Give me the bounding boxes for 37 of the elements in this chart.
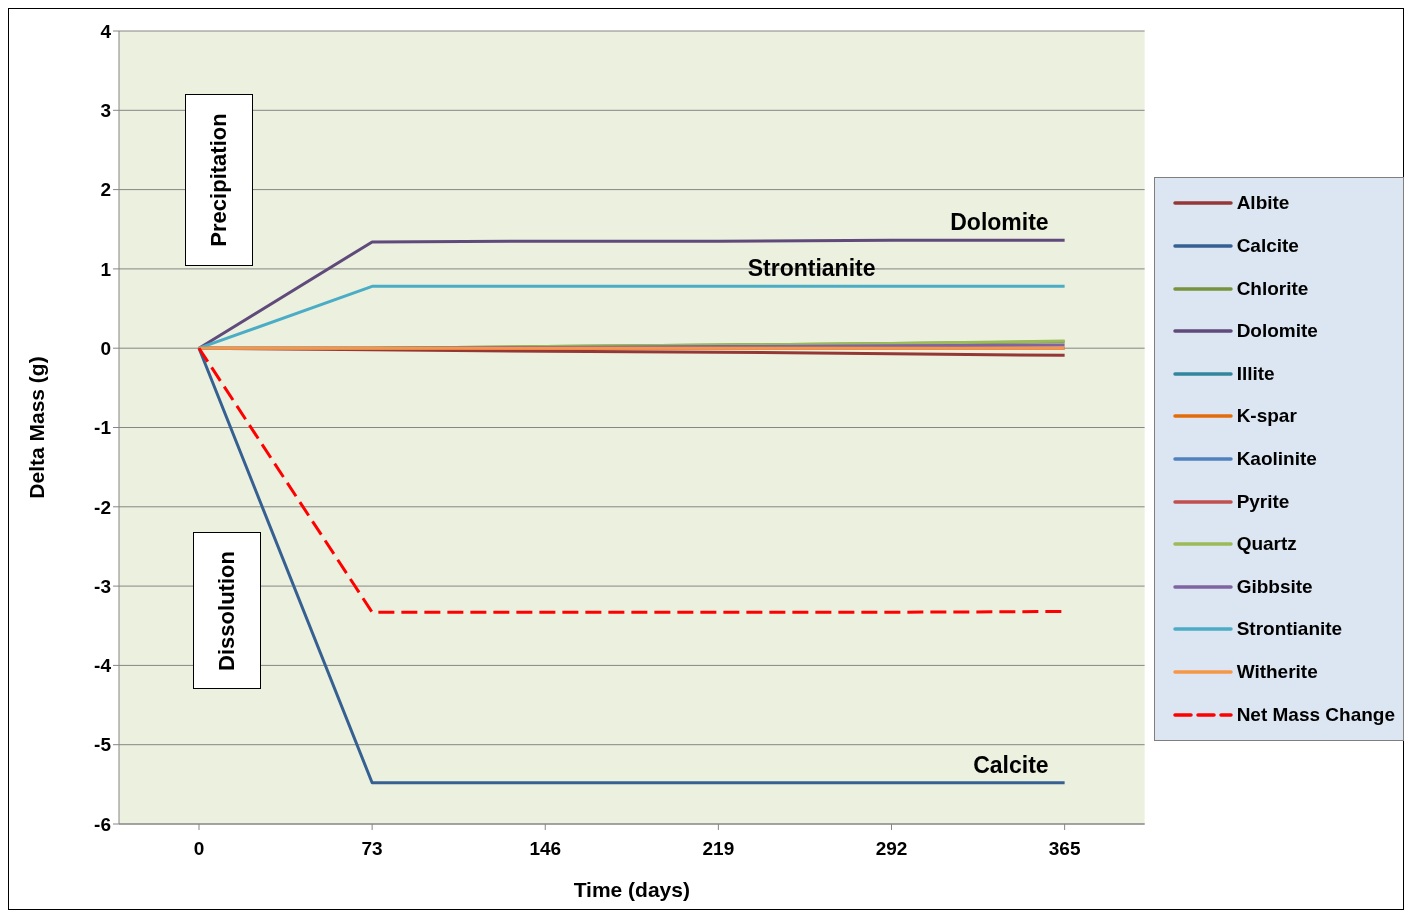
y-tick-label: 3 (100, 100, 111, 122)
y-tick-label: 4 (100, 20, 112, 42)
x-tick-label: 292 (875, 838, 908, 860)
y-tick-label: -6 (94, 813, 111, 835)
annotation: Dissolution (214, 550, 240, 671)
legend-label: Gibbsite (1236, 575, 1313, 598)
y-tick-label: -1 (94, 417, 112, 439)
y-axis-title: Delta Mass (g) (25, 356, 49, 499)
legend-label: Albite (1236, 192, 1290, 215)
x-tick-label: 0 (193, 838, 205, 860)
annotation: Strontianite (747, 255, 876, 282)
legend-label: Kaolinite (1236, 448, 1317, 470)
legend-label: Chlorite (1236, 277, 1309, 300)
legend-label: Witherite (1236, 660, 1318, 683)
annotation: Dolomite (950, 209, 1049, 236)
x-tick-label: 73 (361, 838, 383, 860)
x-tick-label: 365 (1048, 838, 1081, 860)
legend-label: Net Mass Change (1236, 703, 1395, 726)
legend-label: K-spar (1236, 405, 1297, 428)
y-tick-label: -3 (94, 575, 111, 597)
x-axis-title: Time (days) (573, 878, 690, 901)
y-tick-label: -5 (94, 734, 112, 756)
legend-label: Illite (1236, 362, 1275, 385)
legend-label: Strontianite (1236, 618, 1343, 641)
y-tick-label: -4 (94, 655, 112, 677)
x-tick-label: 219 (702, 838, 735, 860)
y-tick-label: -2 (94, 496, 111, 518)
y-tick-label: 2 (100, 179, 111, 201)
legend-label: Calcite (1236, 235, 1299, 258)
y-tick-label: 1 (100, 258, 112, 280)
legend-label: Dolomite (1236, 320, 1318, 343)
annotation: Calcite (973, 751, 1049, 778)
legend-label: Quartz (1236, 533, 1297, 556)
x-tick-label: 146 (529, 838, 562, 860)
y-tick-label: 0 (100, 337, 111, 359)
legend-label: Pyrite (1236, 490, 1290, 513)
annotation: Precipitation (206, 113, 232, 247)
